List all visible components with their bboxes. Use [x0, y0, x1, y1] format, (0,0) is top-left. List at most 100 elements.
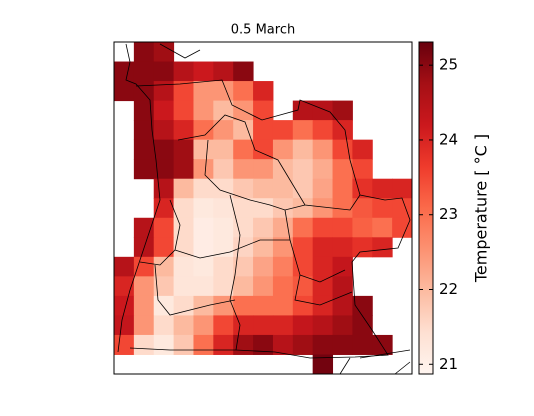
cell — [332, 334, 353, 355]
cell — [173, 81, 194, 102]
cell — [133, 159, 155, 180]
border — [204, 139, 306, 211]
cell — [253, 237, 274, 258]
cell — [253, 81, 274, 102]
cell — [352, 159, 373, 180]
cell — [372, 198, 393, 219]
cell — [332, 217, 353, 238]
cell — [133, 61, 155, 82]
cell — [312, 159, 334, 180]
cell — [392, 178, 413, 199]
cell — [193, 61, 214, 82]
cell — [312, 354, 334, 375]
cell — [233, 295, 254, 316]
cell — [312, 100, 334, 121]
border — [174, 239, 290, 259]
cell — [213, 334, 234, 355]
cell — [193, 198, 214, 219]
cell — [213, 256, 234, 277]
cell — [253, 100, 274, 121]
cell — [292, 217, 314, 238]
cell — [312, 256, 334, 277]
cell — [253, 334, 274, 355]
cell — [193, 256, 214, 277]
cell — [133, 100, 155, 121]
cell — [133, 81, 155, 102]
cell — [114, 334, 135, 355]
cell — [173, 198, 194, 219]
cell — [153, 178, 175, 199]
cell — [213, 276, 234, 297]
cell — [292, 120, 314, 141]
cell — [312, 315, 334, 336]
cell — [133, 276, 155, 297]
cell — [352, 178, 373, 199]
cell — [312, 276, 334, 297]
cell — [292, 256, 314, 277]
cell — [133, 315, 155, 336]
cell — [193, 100, 214, 121]
cell — [153, 334, 175, 355]
cell — [133, 334, 155, 355]
cell — [173, 237, 194, 258]
cell — [153, 198, 175, 219]
cell — [153, 81, 175, 102]
borders — [117, 43, 411, 375]
cell — [352, 334, 373, 355]
cell — [272, 120, 294, 141]
colorbar-label: Temperature [ °C ] — [472, 134, 491, 283]
cell — [292, 334, 314, 355]
cell — [352, 237, 373, 258]
map-cells — [114, 42, 413, 375]
border — [159, 43, 201, 59]
cell — [133, 217, 155, 238]
cell — [193, 217, 214, 238]
cell — [233, 198, 254, 219]
cell — [193, 295, 214, 316]
border — [154, 264, 236, 316]
border — [299, 269, 346, 283]
cell — [332, 276, 353, 297]
cell — [193, 237, 214, 258]
cell — [332, 198, 353, 219]
cell — [272, 295, 294, 316]
country-border — [129, 79, 411, 359]
cell — [233, 237, 254, 258]
cell — [352, 139, 373, 160]
cell — [193, 178, 214, 199]
chart-title: 0.5 March — [231, 23, 295, 38]
cell — [312, 120, 334, 141]
cell — [372, 334, 393, 355]
colorbar-tick-label: 22 — [439, 280, 458, 298]
cell — [173, 61, 194, 82]
cell — [253, 217, 274, 238]
cell — [312, 178, 334, 199]
cell — [193, 159, 214, 180]
cell — [332, 178, 353, 199]
cell — [332, 295, 353, 316]
cell — [332, 159, 353, 180]
cell — [153, 256, 175, 277]
cell — [193, 334, 214, 355]
coastline — [117, 43, 161, 353]
cell — [213, 315, 234, 336]
colorbar — [418, 41, 434, 375]
cell — [253, 315, 274, 336]
cell — [352, 198, 373, 219]
cell — [133, 295, 155, 316]
cell — [233, 178, 254, 199]
cell — [292, 295, 314, 316]
cell — [253, 159, 274, 180]
cell — [292, 159, 314, 180]
cell — [352, 295, 373, 316]
cell — [153, 237, 175, 258]
cell — [272, 276, 294, 297]
cell — [114, 61, 135, 82]
cell — [153, 295, 175, 316]
cell — [372, 237, 393, 258]
cell — [332, 120, 353, 141]
cell — [233, 139, 254, 160]
cell — [173, 334, 194, 355]
cell — [272, 178, 294, 199]
cell — [193, 139, 214, 160]
